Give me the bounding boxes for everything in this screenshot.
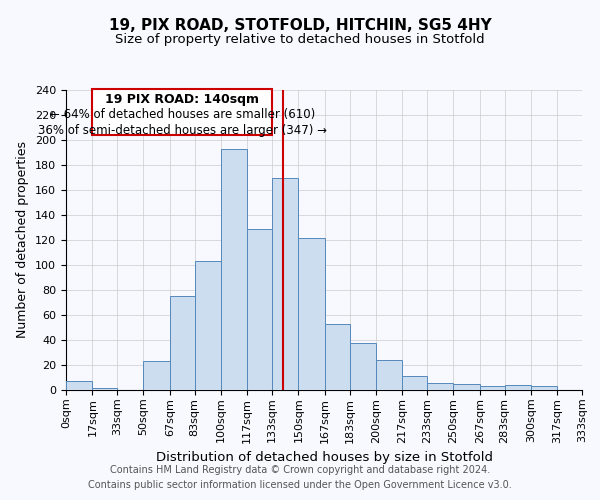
X-axis label: Distribution of detached houses by size in Stotfold: Distribution of detached houses by size … <box>155 451 493 464</box>
Text: Size of property relative to detached houses in Stotfold: Size of property relative to detached ho… <box>115 32 485 46</box>
FancyBboxPatch shape <box>92 89 272 135</box>
Bar <box>170 296 194 390</box>
Bar <box>505 385 531 390</box>
Bar <box>531 386 557 390</box>
Bar <box>298 238 325 390</box>
Text: 36% of semi-detached houses are larger (347) →: 36% of semi-detached houses are larger (… <box>38 124 327 136</box>
Bar <box>221 149 247 390</box>
Bar <box>376 360 402 390</box>
Bar <box>402 376 427 390</box>
Text: Contains HM Land Registry data © Crown copyright and database right 2024.
Contai: Contains HM Land Registry data © Crown c… <box>88 465 512 490</box>
Text: 19 PIX ROAD: 140sqm: 19 PIX ROAD: 140sqm <box>105 92 259 106</box>
Y-axis label: Number of detached properties: Number of detached properties <box>16 142 29 338</box>
Bar <box>272 178 298 390</box>
Bar <box>92 388 117 390</box>
Bar <box>325 324 350 390</box>
Text: 19, PIX ROAD, STOTFOLD, HITCHIN, SG5 4HY: 19, PIX ROAD, STOTFOLD, HITCHIN, SG5 4HY <box>109 18 491 32</box>
Bar <box>427 382 454 390</box>
Bar <box>66 381 92 390</box>
Bar <box>454 384 480 390</box>
Text: ← 64% of detached houses are smaller (610): ← 64% of detached houses are smaller (61… <box>50 108 315 121</box>
Bar <box>350 342 376 390</box>
Bar <box>194 261 221 390</box>
Bar <box>480 386 505 390</box>
Bar <box>247 229 272 390</box>
Bar <box>143 361 170 390</box>
